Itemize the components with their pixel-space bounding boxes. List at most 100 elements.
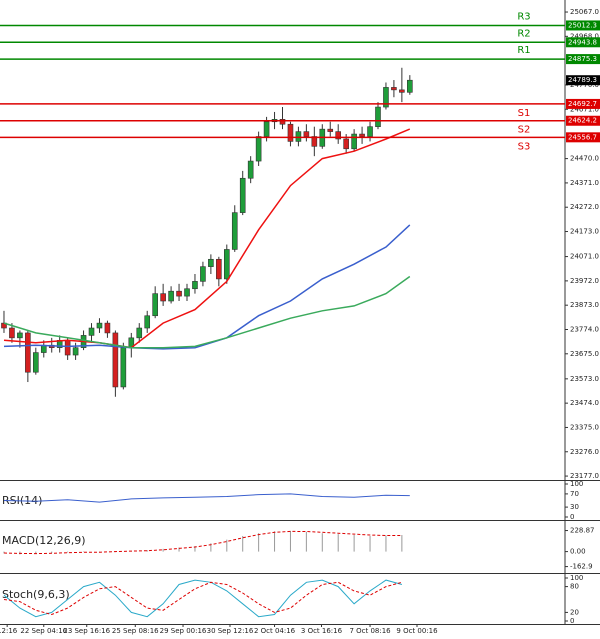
y-tick-label: 23573.0 — [570, 375, 599, 383]
x-tick-label: 23 Sep 16:16 — [63, 627, 110, 635]
x-tick-label: 3 Oct 16:16 — [301, 627, 343, 635]
candle-body — [383, 87, 389, 108]
candle-body — [144, 315, 151, 329]
level-name: S3 — [518, 141, 531, 152]
macd-bar — [210, 543, 212, 552]
macd-bar — [369, 535, 371, 552]
candle-body — [231, 212, 238, 250]
level-label-box — [566, 37, 600, 48]
y-tick-label: 23276.0 — [570, 448, 599, 456]
candle-body — [33, 352, 39, 373]
indicator-line — [3, 579, 403, 618]
level-name: S2 — [518, 125, 531, 136]
level-label-box — [566, 98, 600, 109]
level-label: 24624.2 — [568, 117, 597, 125]
macd-bar — [258, 533, 260, 552]
candle-body — [160, 293, 166, 302]
candle-body — [303, 131, 310, 137]
y-tick-label: 23177.0 — [570, 472, 599, 480]
y-tick-label: 228.87 — [570, 527, 595, 535]
y-tick-label: 24371.0 — [570, 179, 599, 187]
level-label: 24875.3 — [568, 55, 597, 63]
candle-body — [399, 89, 405, 93]
candle-body — [327, 128, 334, 132]
candle-body — [223, 249, 230, 280]
candle-body — [216, 258, 222, 280]
candle-body — [375, 106, 381, 127]
level-label: 24556.7 — [568, 133, 597, 141]
candle-body — [64, 339, 71, 356]
y-tick-label: 25067.0 — [570, 8, 599, 16]
panel-label: MACD(12,26,9) — [2, 534, 86, 547]
y-tick-label: 30 — [570, 503, 579, 511]
y-tick-label: 24071.0 — [570, 253, 599, 261]
candle-body — [120, 347, 127, 388]
y-tick-label: 23972.0 — [570, 277, 599, 285]
candle-body — [88, 327, 95, 336]
x-tick-label: 30 Sep 12:16 — [207, 627, 254, 635]
candle-body — [247, 160, 254, 179]
y-tick-label: 20 — [570, 608, 579, 616]
candle-body — [96, 322, 103, 329]
y-tick-label: 0 — [570, 617, 574, 625]
candle-body — [263, 121, 270, 137]
x-tick-label: 22 Sep 04:16 — [20, 627, 67, 635]
candle-body — [192, 281, 198, 290]
level-label: 24943.8 — [568, 38, 597, 46]
y-tick-label: -162.9 — [570, 563, 593, 571]
macd-bar — [35, 551, 37, 554]
y-tick-label: 24671.0 — [570, 105, 599, 113]
candle-body — [9, 327, 15, 339]
candle-body — [25, 332, 31, 373]
macd-bar — [194, 546, 196, 552]
macd-bar — [146, 550, 148, 552]
candle-body — [184, 288, 190, 297]
y-tick-label: 100 — [570, 480, 583, 488]
macd-signal — [3, 530, 402, 555]
macd-bar — [162, 548, 164, 552]
candle-body — [200, 266, 206, 282]
y-tick-label: 24173.0 — [570, 228, 599, 236]
candle-body — [311, 136, 318, 147]
macd-bar — [178, 547, 180, 552]
candle-body — [255, 136, 262, 162]
candle-body — [72, 347, 79, 356]
candle-body — [407, 79, 413, 93]
candle-body — [1, 322, 7, 329]
y-tick-label: 70 — [570, 490, 579, 498]
macd-bar — [321, 533, 323, 552]
candle-body — [239, 177, 246, 213]
x-tick-label: 7 Oct 08:16 — [349, 627, 391, 635]
level-name: R1 — [517, 45, 530, 56]
x-tick-label: 25 Sep 08:16 — [112, 627, 159, 635]
x-tick-label: 2 Oct 04:16 — [254, 627, 296, 635]
level-name: R3 — [517, 11, 530, 22]
candle-body — [335, 131, 342, 140]
y-tick-label: 23375.0 — [570, 423, 599, 431]
indicator-line — [3, 581, 403, 616]
candle-body — [112, 332, 119, 388]
y-tick-label: 23774.0 — [570, 325, 599, 333]
candle-body — [152, 293, 158, 317]
candle-body — [176, 290, 182, 297]
macd-bar — [289, 530, 291, 552]
y-tick-label: 0.00 — [570, 548, 586, 556]
y-tick-label: 24968.0 — [570, 32, 599, 40]
candle-body — [17, 332, 23, 339]
ma-line — [3, 275, 411, 349]
candle-body — [287, 123, 294, 142]
last-price-label: 24789.3 — [568, 76, 597, 84]
candle-body — [208, 258, 214, 267]
candle-body — [351, 133, 357, 150]
x-tick-label: 12:16 — [0, 627, 18, 635]
candle-body — [343, 138, 349, 150]
macd-bar — [3, 551, 5, 554]
candle-body — [391, 87, 397, 91]
level-label-box — [566, 132, 600, 143]
x-tick-label: 29 Sep 00:16 — [160, 627, 207, 635]
macd-bar — [385, 535, 387, 552]
y-tick-label: 23675.0 — [570, 350, 599, 358]
macd-bar — [226, 539, 228, 552]
